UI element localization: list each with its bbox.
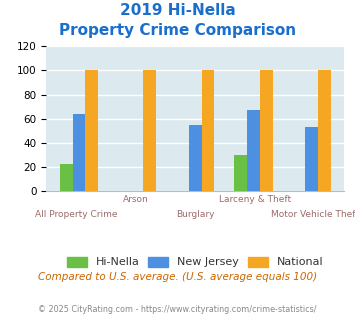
Bar xyxy=(189,125,202,191)
Bar xyxy=(60,164,72,191)
Bar xyxy=(318,70,331,191)
Bar xyxy=(202,70,214,191)
Text: 2019 Hi-Nella: 2019 Hi-Nella xyxy=(120,3,235,18)
Text: Motor Vehicle Theft: Motor Vehicle Theft xyxy=(271,210,355,218)
Bar xyxy=(72,114,85,191)
Bar xyxy=(143,70,156,191)
Text: Compared to U.S. average. (U.S. average equals 100): Compared to U.S. average. (U.S. average … xyxy=(38,272,317,282)
Text: © 2025 CityRating.com - https://www.cityrating.com/crime-statistics/: © 2025 CityRating.com - https://www.city… xyxy=(38,305,317,314)
Text: Burglary: Burglary xyxy=(176,210,214,218)
Bar xyxy=(85,70,98,191)
Bar xyxy=(260,70,273,191)
Text: Arson: Arson xyxy=(123,195,148,204)
Bar xyxy=(305,127,318,191)
Text: All Property Crime: All Property Crime xyxy=(35,210,117,218)
Bar xyxy=(247,110,260,191)
Text: Property Crime Comparison: Property Crime Comparison xyxy=(59,23,296,38)
Text: Larceny & Theft: Larceny & Theft xyxy=(219,195,291,204)
Bar xyxy=(234,155,247,191)
Legend: Hi-Nella, New Jersey, National: Hi-Nella, New Jersey, National xyxy=(62,252,328,272)
